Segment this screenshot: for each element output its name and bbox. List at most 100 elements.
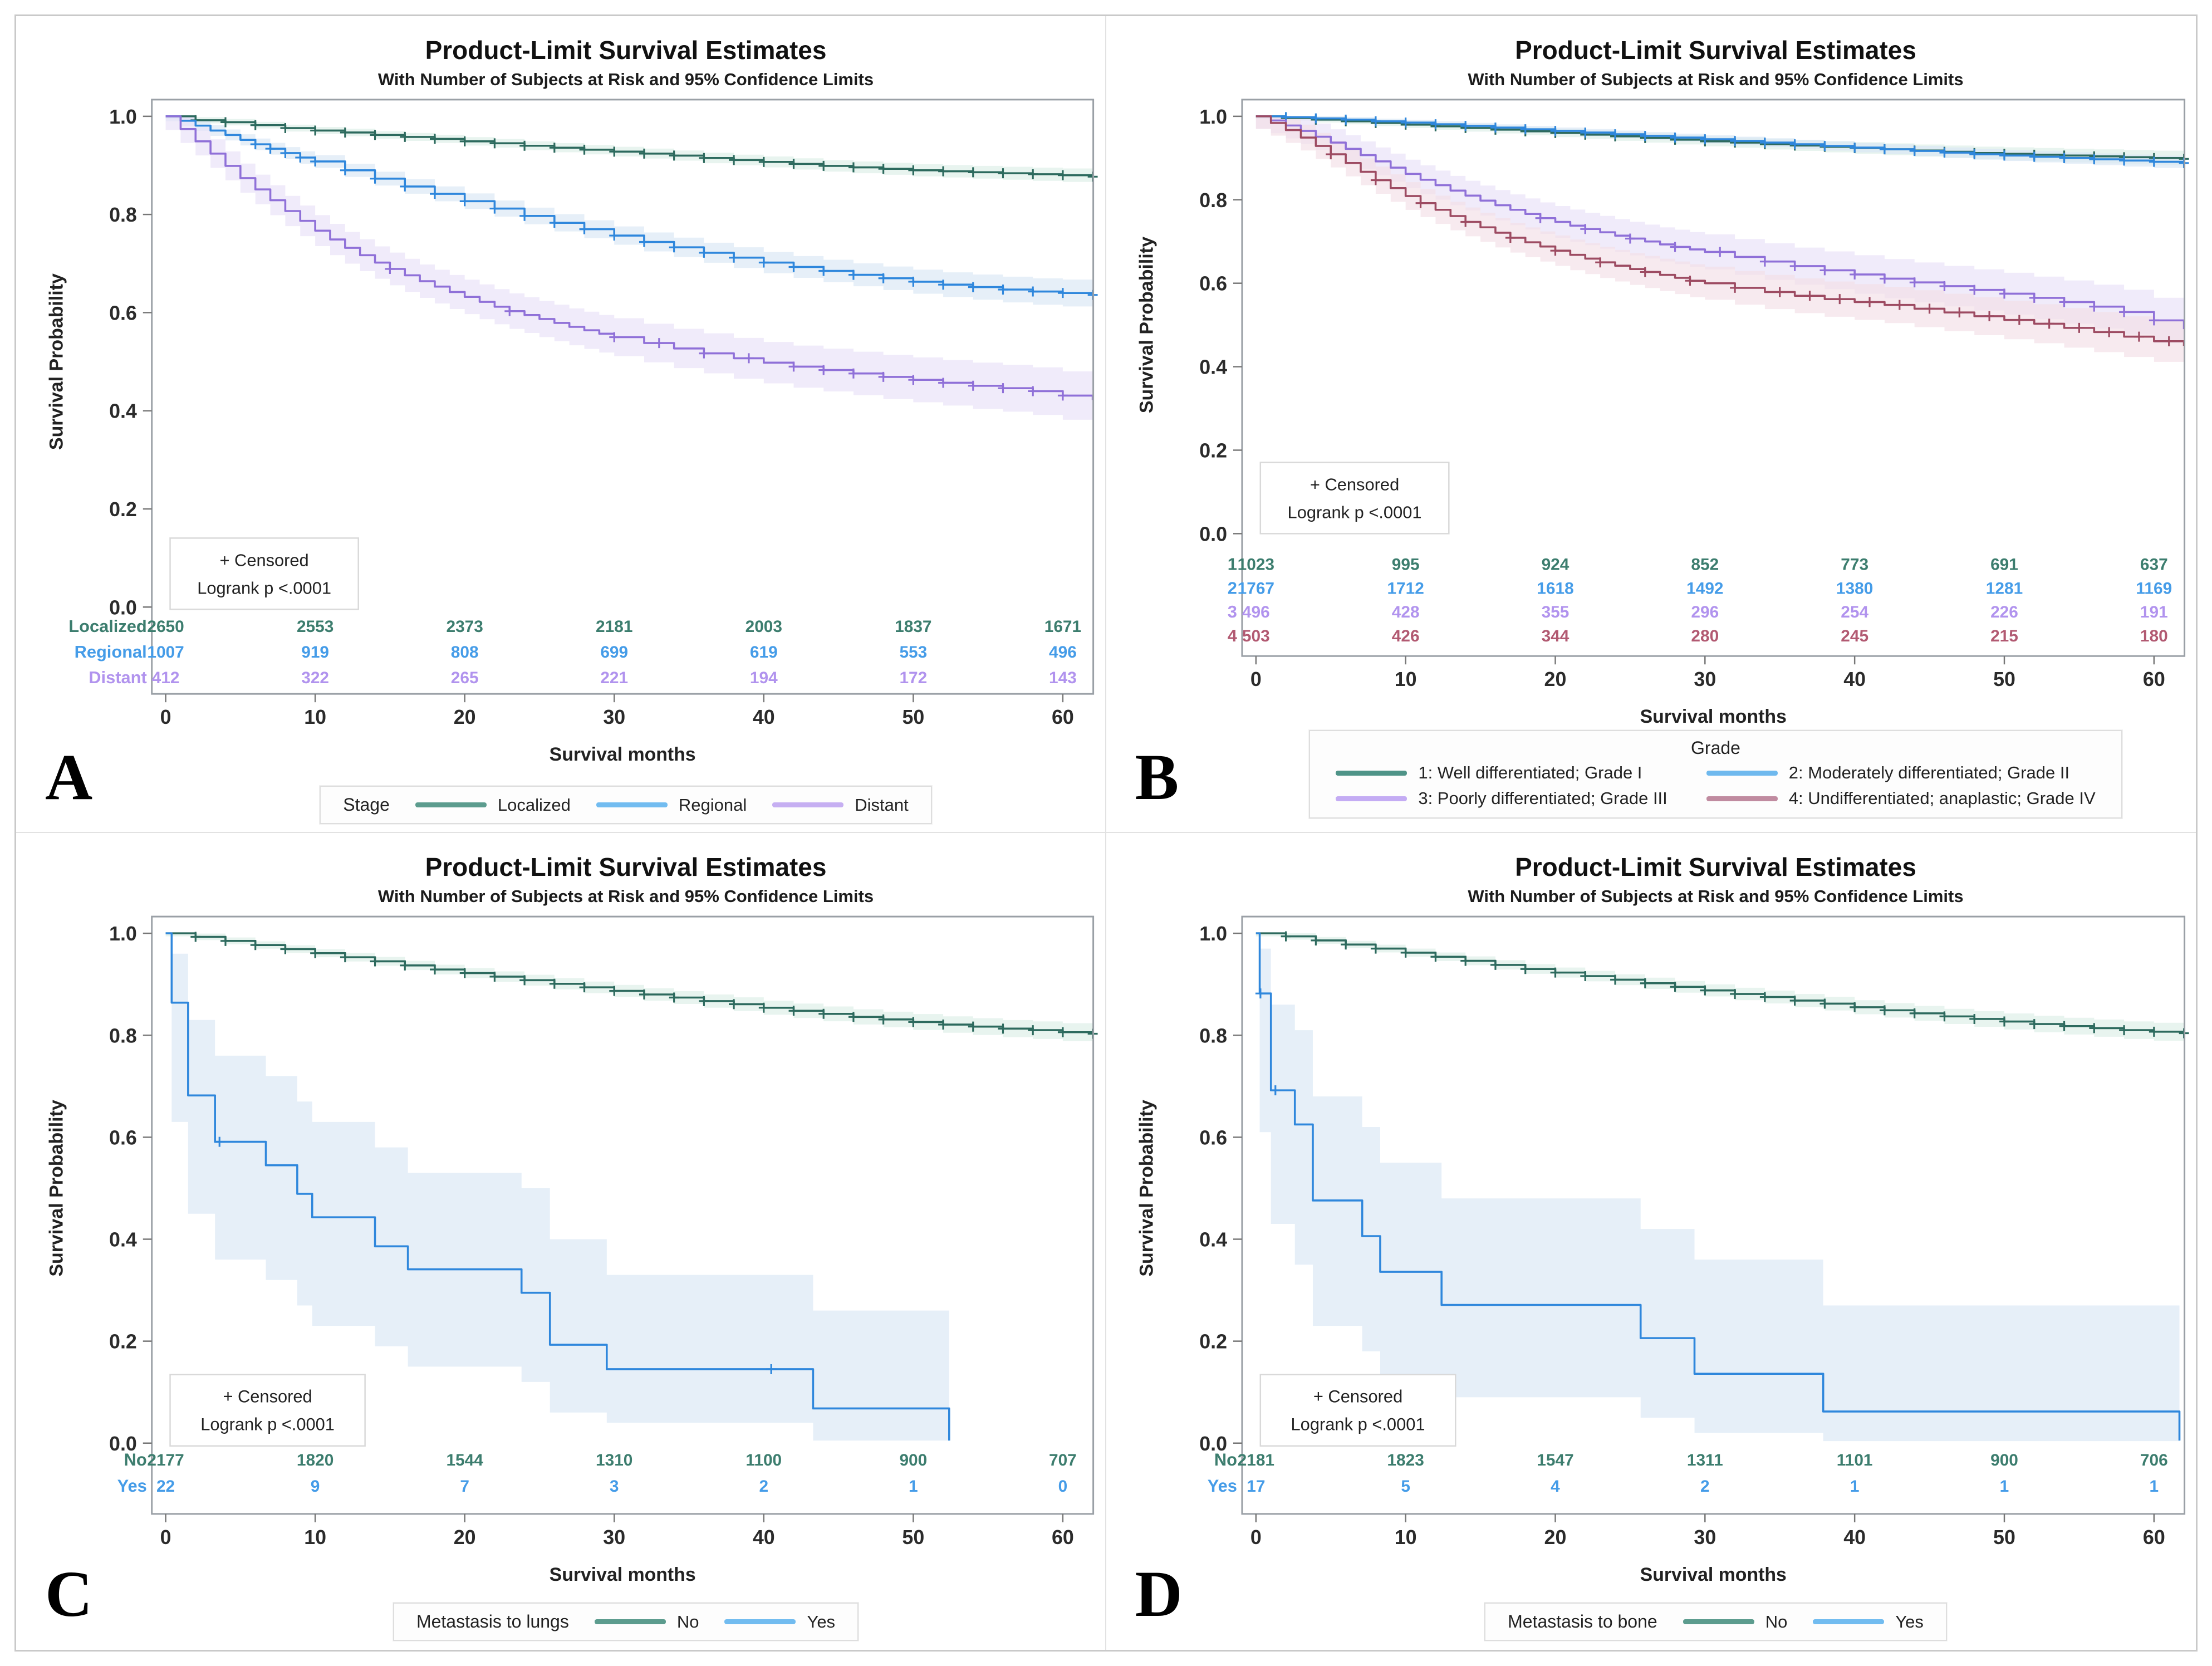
panel-letter-a: A [45, 741, 93, 814]
legend-label: Localized [497, 795, 571, 815]
legend-entry-grade3: 3: Poorly differentiated; Grade III [1336, 788, 1667, 808]
risk-value: 773 [1841, 555, 1868, 574]
survival-curve [1255, 115, 2185, 330]
y-tick-label: 0.4 [109, 400, 137, 423]
y-tick-label: 0.6 [1199, 1126, 1227, 1149]
risk-value: 1 [909, 1477, 918, 1496]
risk-value: 180 [2140, 627, 2167, 645]
legend-title: Metastasis to bone [1508, 1611, 1657, 1631]
x-tick-label: 60 [2142, 1526, 2165, 1549]
risk-value: 4 [1551, 1477, 1560, 1496]
risk-value: 900 [1990, 1451, 2018, 1469]
risk-value: 322 [301, 669, 329, 687]
y-tick-label: 1.0 [1199, 922, 1227, 945]
censored-note: + Censored [223, 1387, 312, 1407]
risk-value: 496 [1049, 643, 1077, 661]
risk-value: 3 [610, 1477, 619, 1496]
risk-value: 0 [1058, 1477, 1068, 1496]
y-tick-label: 0.0 [109, 1432, 137, 1455]
x-tick-label: 30 [603, 706, 625, 728]
yes-line-swatch [1813, 1619, 1885, 1624]
confidence-band [171, 953, 949, 1443]
x-tick-label: 50 [902, 706, 924, 728]
y-tick-label: 1.0 [1199, 106, 1227, 128]
confidence-band [1255, 116, 2184, 367]
risk-row-label: No [1214, 1450, 1237, 1469]
risk-value: 2373 [447, 618, 483, 636]
logrank-note: Logrank p <.0001 [1291, 1415, 1425, 1434]
plot-title: Product-Limit Survival Estimates [425, 852, 827, 881]
risk-value: 344 [1541, 627, 1569, 645]
km-plot-grade: 1.0 0.8 0.6 0.4 0.2 0.0 0 10 20 30 40 50 60 1 1023 995 9… [1136, 99, 2189, 727]
censored-note-box [1259, 462, 1450, 535]
legend-entry-grade4: 4: Undifferentiated; anaplastic; Grade I… [1706, 788, 2096, 808]
risk-value: 1100 [745, 1451, 782, 1469]
legend-entry-regional: Regional [596, 795, 747, 815]
x-tick-label: 50 [1993, 1526, 2015, 1549]
censored-note: + Censored [1313, 1387, 1402, 1407]
risk-value: 900 [899, 1451, 927, 1469]
plot-frame [151, 99, 1095, 695]
panel-a: 1.0 0.8 0.6 0.4 0.2 0.0 0 10 20 30 40 50 60 Localized… [16, 16, 1106, 833]
risk-value: 1281 [1985, 579, 2022, 597]
risk-value: 1380 [1836, 579, 1872, 597]
y-axis-title: Survival Probability [1136, 1100, 1157, 1277]
y-tick-label: 0.6 [109, 1126, 137, 1149]
legend-entry-grade2: 2: Moderately differentiated; Grade II [1706, 763, 2096, 783]
legend-label: Yes [1895, 1611, 1924, 1631]
x-tick-label: 40 [1843, 668, 1866, 690]
confidence-band [1255, 116, 2184, 352]
y-tick-label: 0.2 [1199, 439, 1227, 462]
y-tick-label: 1.0 [109, 106, 137, 128]
plot-subtitle: With Number of Subjects at Risk and 95% … [1468, 886, 1964, 906]
censored-note-box [169, 537, 359, 610]
risk-value: 924 [1541, 555, 1569, 574]
figure-frame: 1.0 0.8 0.6 0.4 0.2 0.0 0 10 20 30 40 50 60 Localized… [14, 14, 2198, 1652]
y-tick-label: 0.0 [1199, 1432, 1227, 1455]
y-axis-title: Survival Probability [1136, 237, 1157, 413]
x-tick-label: 60 [1052, 706, 1074, 728]
risk-value: 1169 [2136, 579, 2172, 597]
confidence-band [165, 116, 1093, 425]
localized-line-swatch [415, 802, 487, 807]
legend-label: Yes [807, 1611, 836, 1631]
no-line-swatch [594, 1619, 666, 1624]
censored-note-box [1259, 1374, 1456, 1447]
risk-value: 143 [1049, 669, 1077, 687]
risk-value: 5 [1401, 1477, 1410, 1496]
logrank-note: Logrank p <.0001 [1287, 502, 1421, 522]
censor-plus-marks [250, 139, 1098, 300]
y-tick-label: 0.8 [1199, 1024, 1227, 1047]
logrank-note: Logrank p <.0001 [200, 1415, 335, 1434]
x-tick-label: 0 [1250, 1526, 1261, 1549]
confidence-band [1255, 116, 2184, 170]
legend-entry-yes: Yes [724, 1612, 835, 1632]
x-tick-label: 20 [454, 706, 476, 728]
risk-value: 280 [1691, 627, 1719, 645]
risk-value: 428 [1391, 603, 1419, 621]
legend-label: No [676, 1611, 699, 1631]
risk-value: 191 [2140, 603, 2167, 621]
risk-value: 852 [1691, 555, 1719, 574]
risk-value: 1671 [1044, 618, 1081, 636]
panel-b: 1.0 0.8 0.6 0.4 0.2 0.0 0 10 20 30 40 50 60 1 1023 995 9… [1106, 16, 2196, 833]
legend-title: Stage [343, 795, 390, 815]
x-tick-label: 20 [1544, 668, 1566, 690]
x-tick-label: 60 [2142, 668, 2165, 690]
x-tick-label: 10 [1394, 1526, 1416, 1549]
risk-value: 426 [1391, 627, 1419, 645]
x-axis-title: Survival months [1640, 1564, 1786, 1585]
censor-plus-marks [190, 932, 1098, 1039]
x-tick-label: 40 [753, 1526, 775, 1549]
y-tick-label: 0.8 [109, 204, 137, 226]
risk-value: 2181 [596, 618, 632, 636]
risk-value: 637 [2140, 555, 2167, 574]
risk-value: 9 [311, 1477, 320, 1496]
legend-label: 1: Well differentiated; Grade I [1418, 763, 1642, 782]
x-tick-label: 20 [1544, 1526, 1566, 1549]
confidence-band [1259, 948, 2180, 1443]
x-axis-title: Survival months [550, 1564, 696, 1585]
distant-line-swatch [772, 802, 844, 807]
legend-lung-metastasis: Metastasis to lungs No Yes [153, 1603, 1099, 1641]
x-tick-label: 0 [1250, 668, 1261, 690]
